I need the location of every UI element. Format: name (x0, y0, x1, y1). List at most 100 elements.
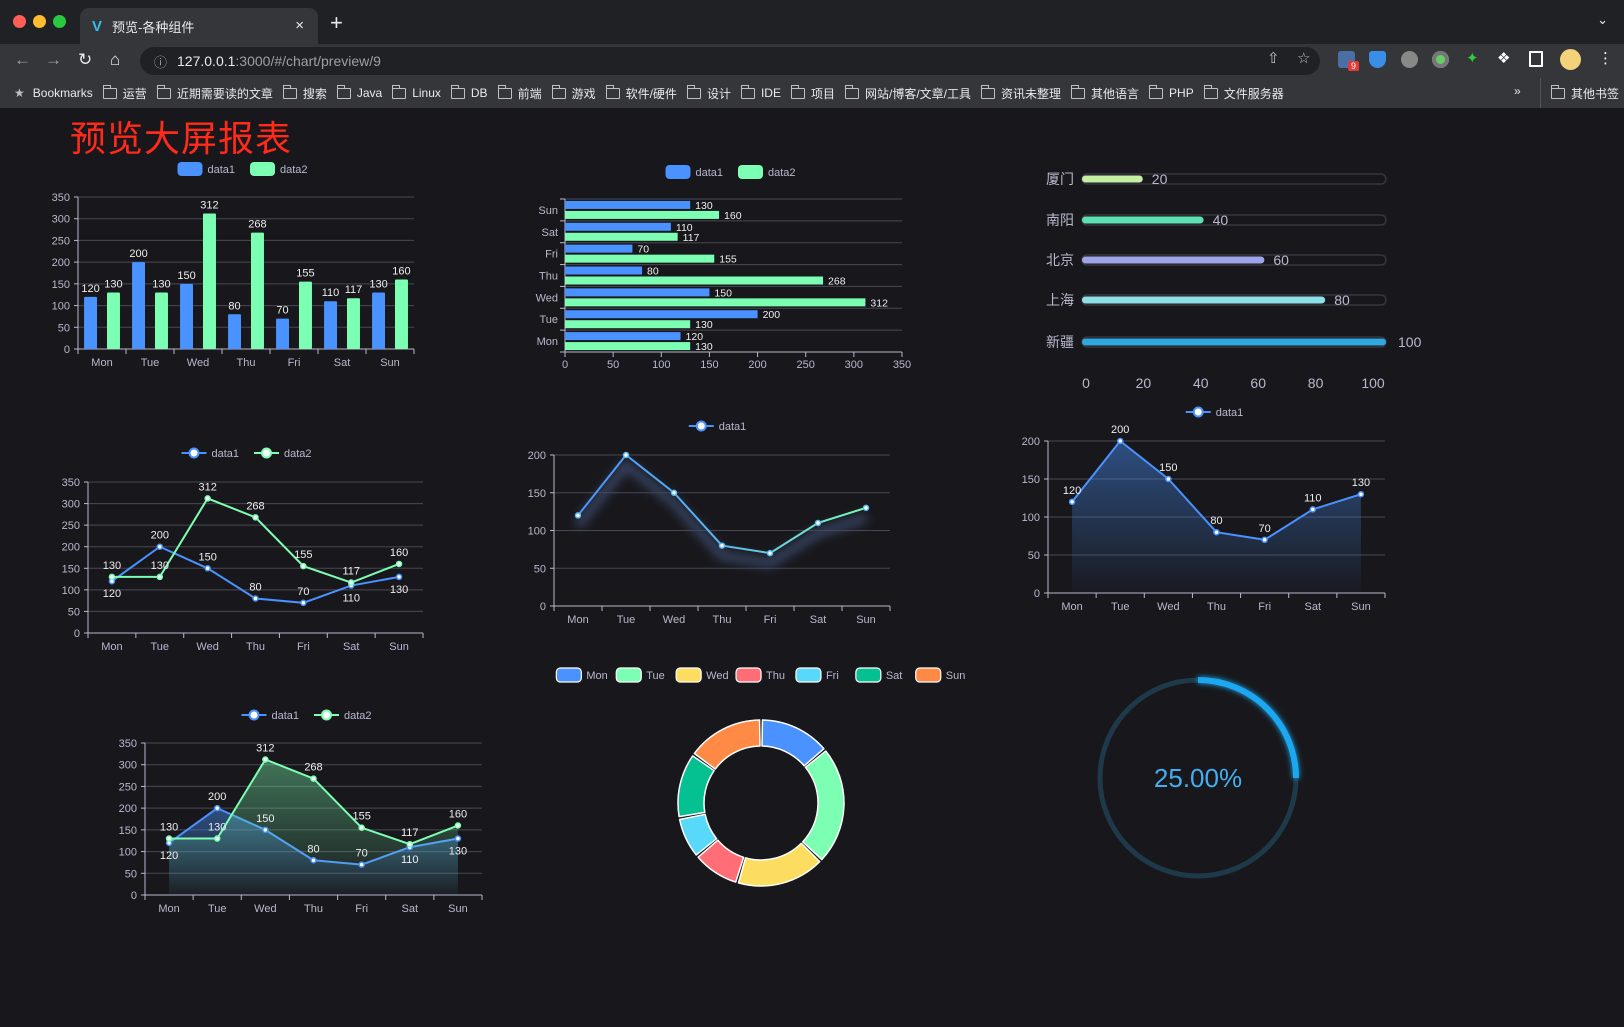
point-value-label: 120 (103, 588, 121, 600)
extension-star-icon[interactable]: ✦ (1466, 50, 1479, 67)
bookmark-folder[interactable]: 游戏 (551, 84, 596, 102)
bar-data2 (565, 298, 866, 307)
extension-diamond-icon[interactable] (1369, 51, 1386, 68)
bookmark-folder[interactable]: 近期需要读的文章 (156, 84, 273, 102)
legend-label: data1 (272, 710, 300, 722)
bar-value-label: 268 (828, 276, 846, 288)
tab-search-chevron-icon[interactable]: ⌄ (1597, 12, 1608, 27)
point-value-label: 80 (249, 581, 261, 593)
bar-data2 (203, 213, 216, 349)
y-tick-label: 100 (1022, 512, 1040, 524)
bar-data2 (565, 320, 691, 329)
bookmark-folder[interactable]: 其他语言 (1071, 84, 1139, 102)
folder-icon (336, 84, 351, 99)
bookmark-folder[interactable]: 前端 (497, 84, 542, 102)
bookmark-folder[interactable]: Java (336, 84, 382, 102)
legend-item-tue[interactable]: Tue (615, 667, 665, 683)
progress-row: 上海 80 (1046, 292, 1387, 308)
legend-item-data2[interactable]: data2 (738, 165, 796, 179)
bar-value-label: 312 (870, 297, 888, 309)
legend-item-data1[interactable]: data1 (665, 165, 724, 179)
x-tick-label: Wed (196, 641, 218, 653)
bookmark-folder[interactable]: 文件服务器 (1203, 84, 1284, 102)
y-tick-label: 350 (119, 738, 137, 750)
star-icon: ★ (14, 86, 25, 100)
legend-item-data2[interactable]: data2 (314, 709, 372, 722)
x-tick-label: Tue (617, 614, 636, 626)
legend-item-data1[interactable]: data1 (1185, 406, 1244, 419)
legend-item-sat[interactable]: Sat (855, 667, 903, 683)
url-host: 127.0.0.1 (177, 53, 236, 69)
back-arrow-icon[interactable]: ← (14, 50, 31, 69)
folder-icon (497, 84, 512, 99)
data-point (108, 573, 116, 581)
legend-item-fri[interactable]: Fri (795, 667, 839, 683)
extensions-puzzle-icon[interactable]: ❖ (1497, 50, 1511, 67)
forward-arrow-icon[interactable]: → (45, 50, 62, 69)
other-bookmarks-folder[interactable]: 其他书签 (1540, 78, 1619, 108)
menu-kebab-icon[interactable]: ⋮ (1598, 50, 1613, 67)
bookmarks-overflow-button[interactable]: » (1514, 84, 1521, 98)
bookmark-folder[interactable]: PHP (1149, 84, 1194, 102)
legend-item-data2[interactable]: data2 (254, 447, 312, 460)
folder-icon (102, 84, 117, 99)
tab-close-icon[interactable]: × (295, 17, 304, 34)
bookmark-folder[interactable]: 运营 (102, 84, 147, 102)
legend-item-sun[interactable]: Sun (915, 667, 966, 683)
bookmark-folder[interactable]: 资讯未整理 (981, 84, 1061, 102)
bookmark-star-icon[interactable]: ☆ (1297, 50, 1311, 67)
site-info-icon[interactable]: ⓘ (154, 54, 168, 70)
bar-data1 (180, 283, 193, 349)
bookmark-folder[interactable]: 设计 (686, 84, 731, 102)
maximize-window-button[interactable] (53, 15, 66, 28)
bookmarks-button[interactable]: ★ Bookmarks (14, 86, 93, 100)
bar-value-label: 130 (152, 279, 170, 291)
point-value-label: 312 (198, 481, 216, 493)
other-bookmarks-label: 其他书签 (1571, 86, 1620, 101)
minimize-window-button[interactable] (33, 15, 46, 28)
address-bar[interactable]: ⓘ 127.0.0.1:3000/#/chart/preview/9 (140, 47, 1320, 75)
bookmark-folder[interactable]: IDE (740, 84, 781, 102)
y-tick-label: 200 (1022, 436, 1040, 448)
bookmark-folder[interactable]: 项目 (790, 84, 835, 102)
bookmark-folder[interactable]: Linux (392, 84, 441, 102)
bookmark-folder[interactable]: 网站/博客/文章/工具 (844, 84, 971, 102)
bar-value-label: 130 (104, 279, 122, 291)
line-chart-single: data1 0 50 100 150 200 Mon Tue Wed Thu Fri Sat Sun (528, 420, 891, 626)
legend-item-mon[interactable]: Mon (555, 667, 608, 683)
x-tick-label: Sun (448, 903, 468, 915)
x-tick-label: Sat (810, 614, 827, 626)
bookmark-folder[interactable]: 软件/硬件 (605, 84, 677, 102)
bookmark-folder-label: PHP (1169, 86, 1194, 100)
legend-item-data2[interactable]: data2 (250, 162, 308, 176)
legend-item-data1[interactable]: data1 (688, 420, 747, 433)
reload-icon[interactable]: ↻ (78, 50, 93, 69)
extension-dot-icon[interactable] (1432, 51, 1449, 68)
point-value-label: 150 (198, 551, 216, 563)
bar-data2 (107, 292, 120, 349)
share-icon[interactable]: ⇧ (1267, 50, 1280, 67)
bar-data1 (276, 318, 289, 349)
tab-active[interactable]: V 预览-各种组件 × (80, 8, 318, 44)
x-tick-label: 40 (1193, 375, 1209, 391)
point-value-label: 80 (1210, 515, 1222, 527)
legend-item-thu[interactable]: Thu (735, 667, 785, 683)
folder-icon (1149, 84, 1164, 99)
legend-item-data1[interactable]: data1 (177, 162, 236, 176)
extension-command-icon[interactable] (1401, 51, 1418, 68)
legend-label: Mon (586, 670, 607, 682)
bookmark-folder[interactable]: DB (450, 84, 488, 102)
home-icon[interactable]: ⌂ (110, 50, 121, 69)
point-value-label: 130 (208, 822, 226, 834)
legend-item-data1[interactable]: data1 (241, 709, 300, 722)
close-window-button[interactable] (13, 15, 26, 28)
side-panel-icon[interactable] (1529, 51, 1543, 67)
profile-avatar[interactable] (1560, 49, 1581, 70)
bar-value-label: 160 (724, 210, 742, 222)
bookmark-folder[interactable]: 搜索 (282, 84, 327, 102)
progress-fill (1082, 216, 1204, 224)
new-tab-button[interactable]: + (330, 10, 343, 35)
legend-item-data1[interactable]: data1 (181, 447, 240, 460)
bar-data2 (395, 279, 408, 349)
legend-item-wed[interactable]: Wed (675, 667, 729, 683)
